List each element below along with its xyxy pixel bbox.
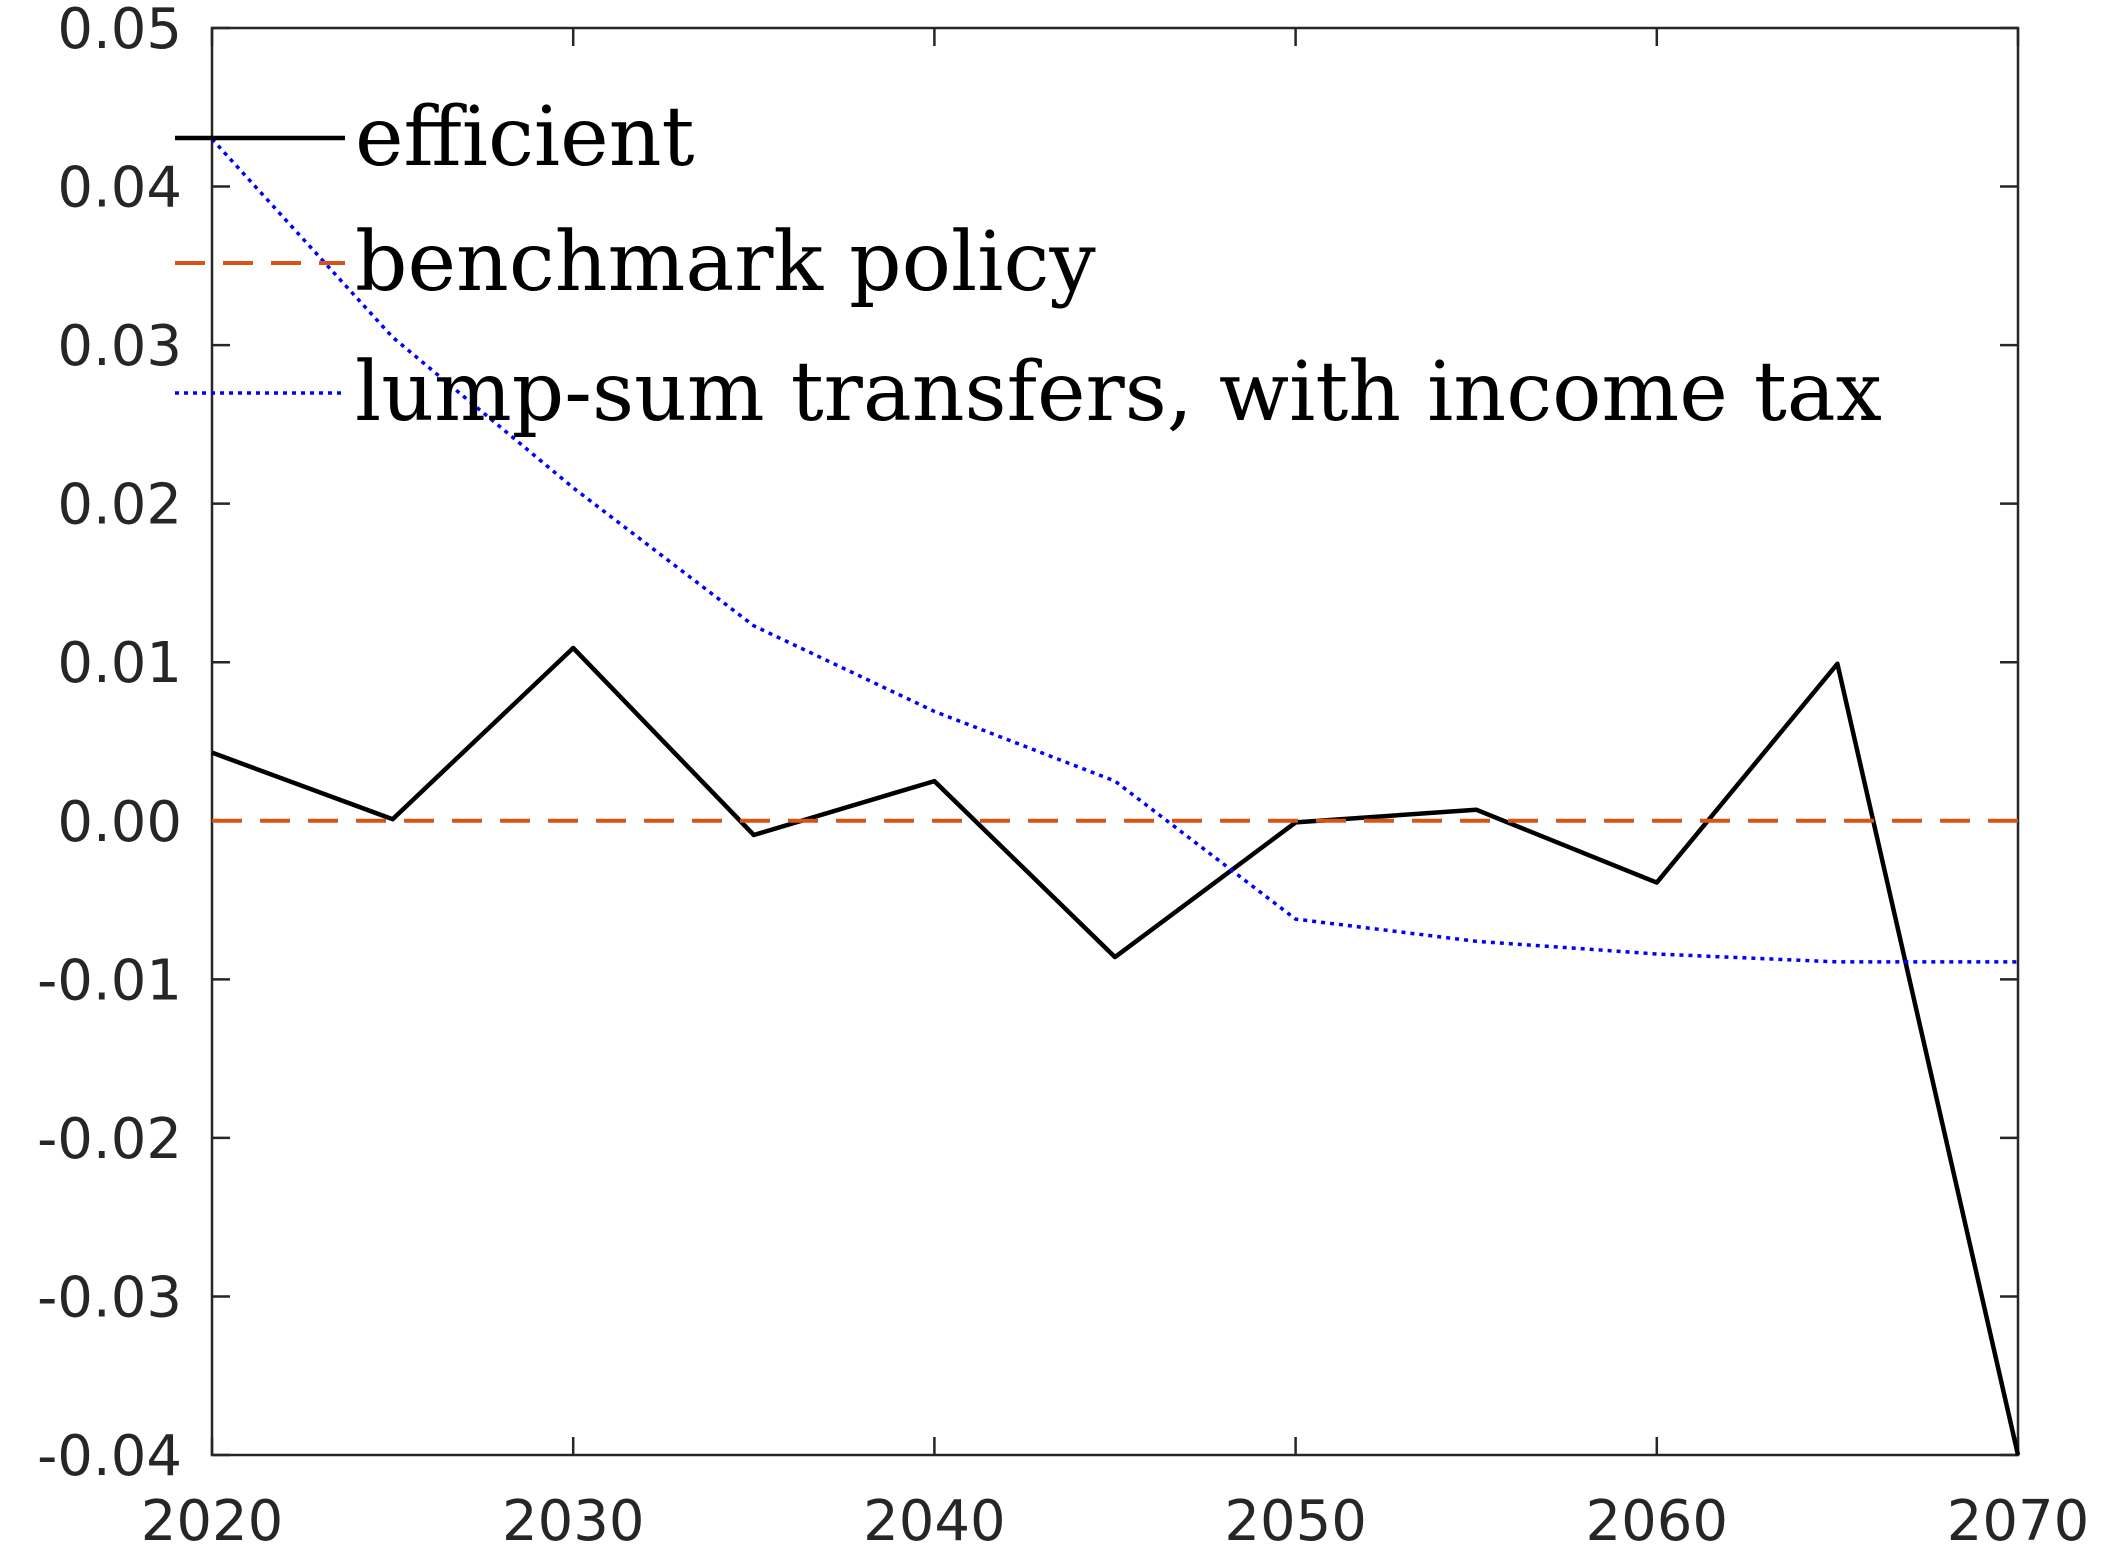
- plot-frame: [210, 26, 2020, 1457]
- y-tick-label: 0.02: [57, 473, 182, 538]
- y-tick-label: -0.02: [37, 1107, 182, 1172]
- series-line-0: [211, 645, 2021, 1456]
- x-tick-label: 2040: [863, 1489, 1006, 1554]
- legend-label-2: lump-sum transfers, with income tax: [355, 345, 1882, 440]
- x-tick-label: 2060: [1586, 1489, 1729, 1554]
- x-tick-label: 2070: [1947, 1489, 2090, 1554]
- legend-label-1: benchmark policy: [355, 215, 1096, 310]
- y-tick-label: 0.04: [57, 156, 182, 221]
- y-tick-label: 0.05: [57, 0, 182, 62]
- y-tick-label: -0.03: [37, 1265, 182, 1330]
- series-lines: [210, 137, 2021, 1456]
- legend-label-0: efficient: [355, 90, 694, 185]
- axes: 2020 2030 2040 2050 2060 2070 0.05 0.04 0.03 0.02…: [37, 0, 2089, 1554]
- x-tick-label: 2020: [141, 1489, 284, 1554]
- legend: efficient benchmark policy lump-sum transf…: [175, 90, 1882, 440]
- x-tick-label: 2030: [502, 1489, 645, 1554]
- y-tick-label: 0.03: [57, 314, 182, 379]
- y-tick-label: -0.04: [37, 1424, 182, 1489]
- x-tick-label: 2050: [1224, 1489, 1367, 1554]
- y-tick-label: -0.01: [37, 948, 182, 1013]
- series-line-2: [210, 137, 2018, 964]
- y-tick-label: 0.01: [57, 631, 182, 696]
- y-tick-label: 0.00: [57, 790, 182, 855]
